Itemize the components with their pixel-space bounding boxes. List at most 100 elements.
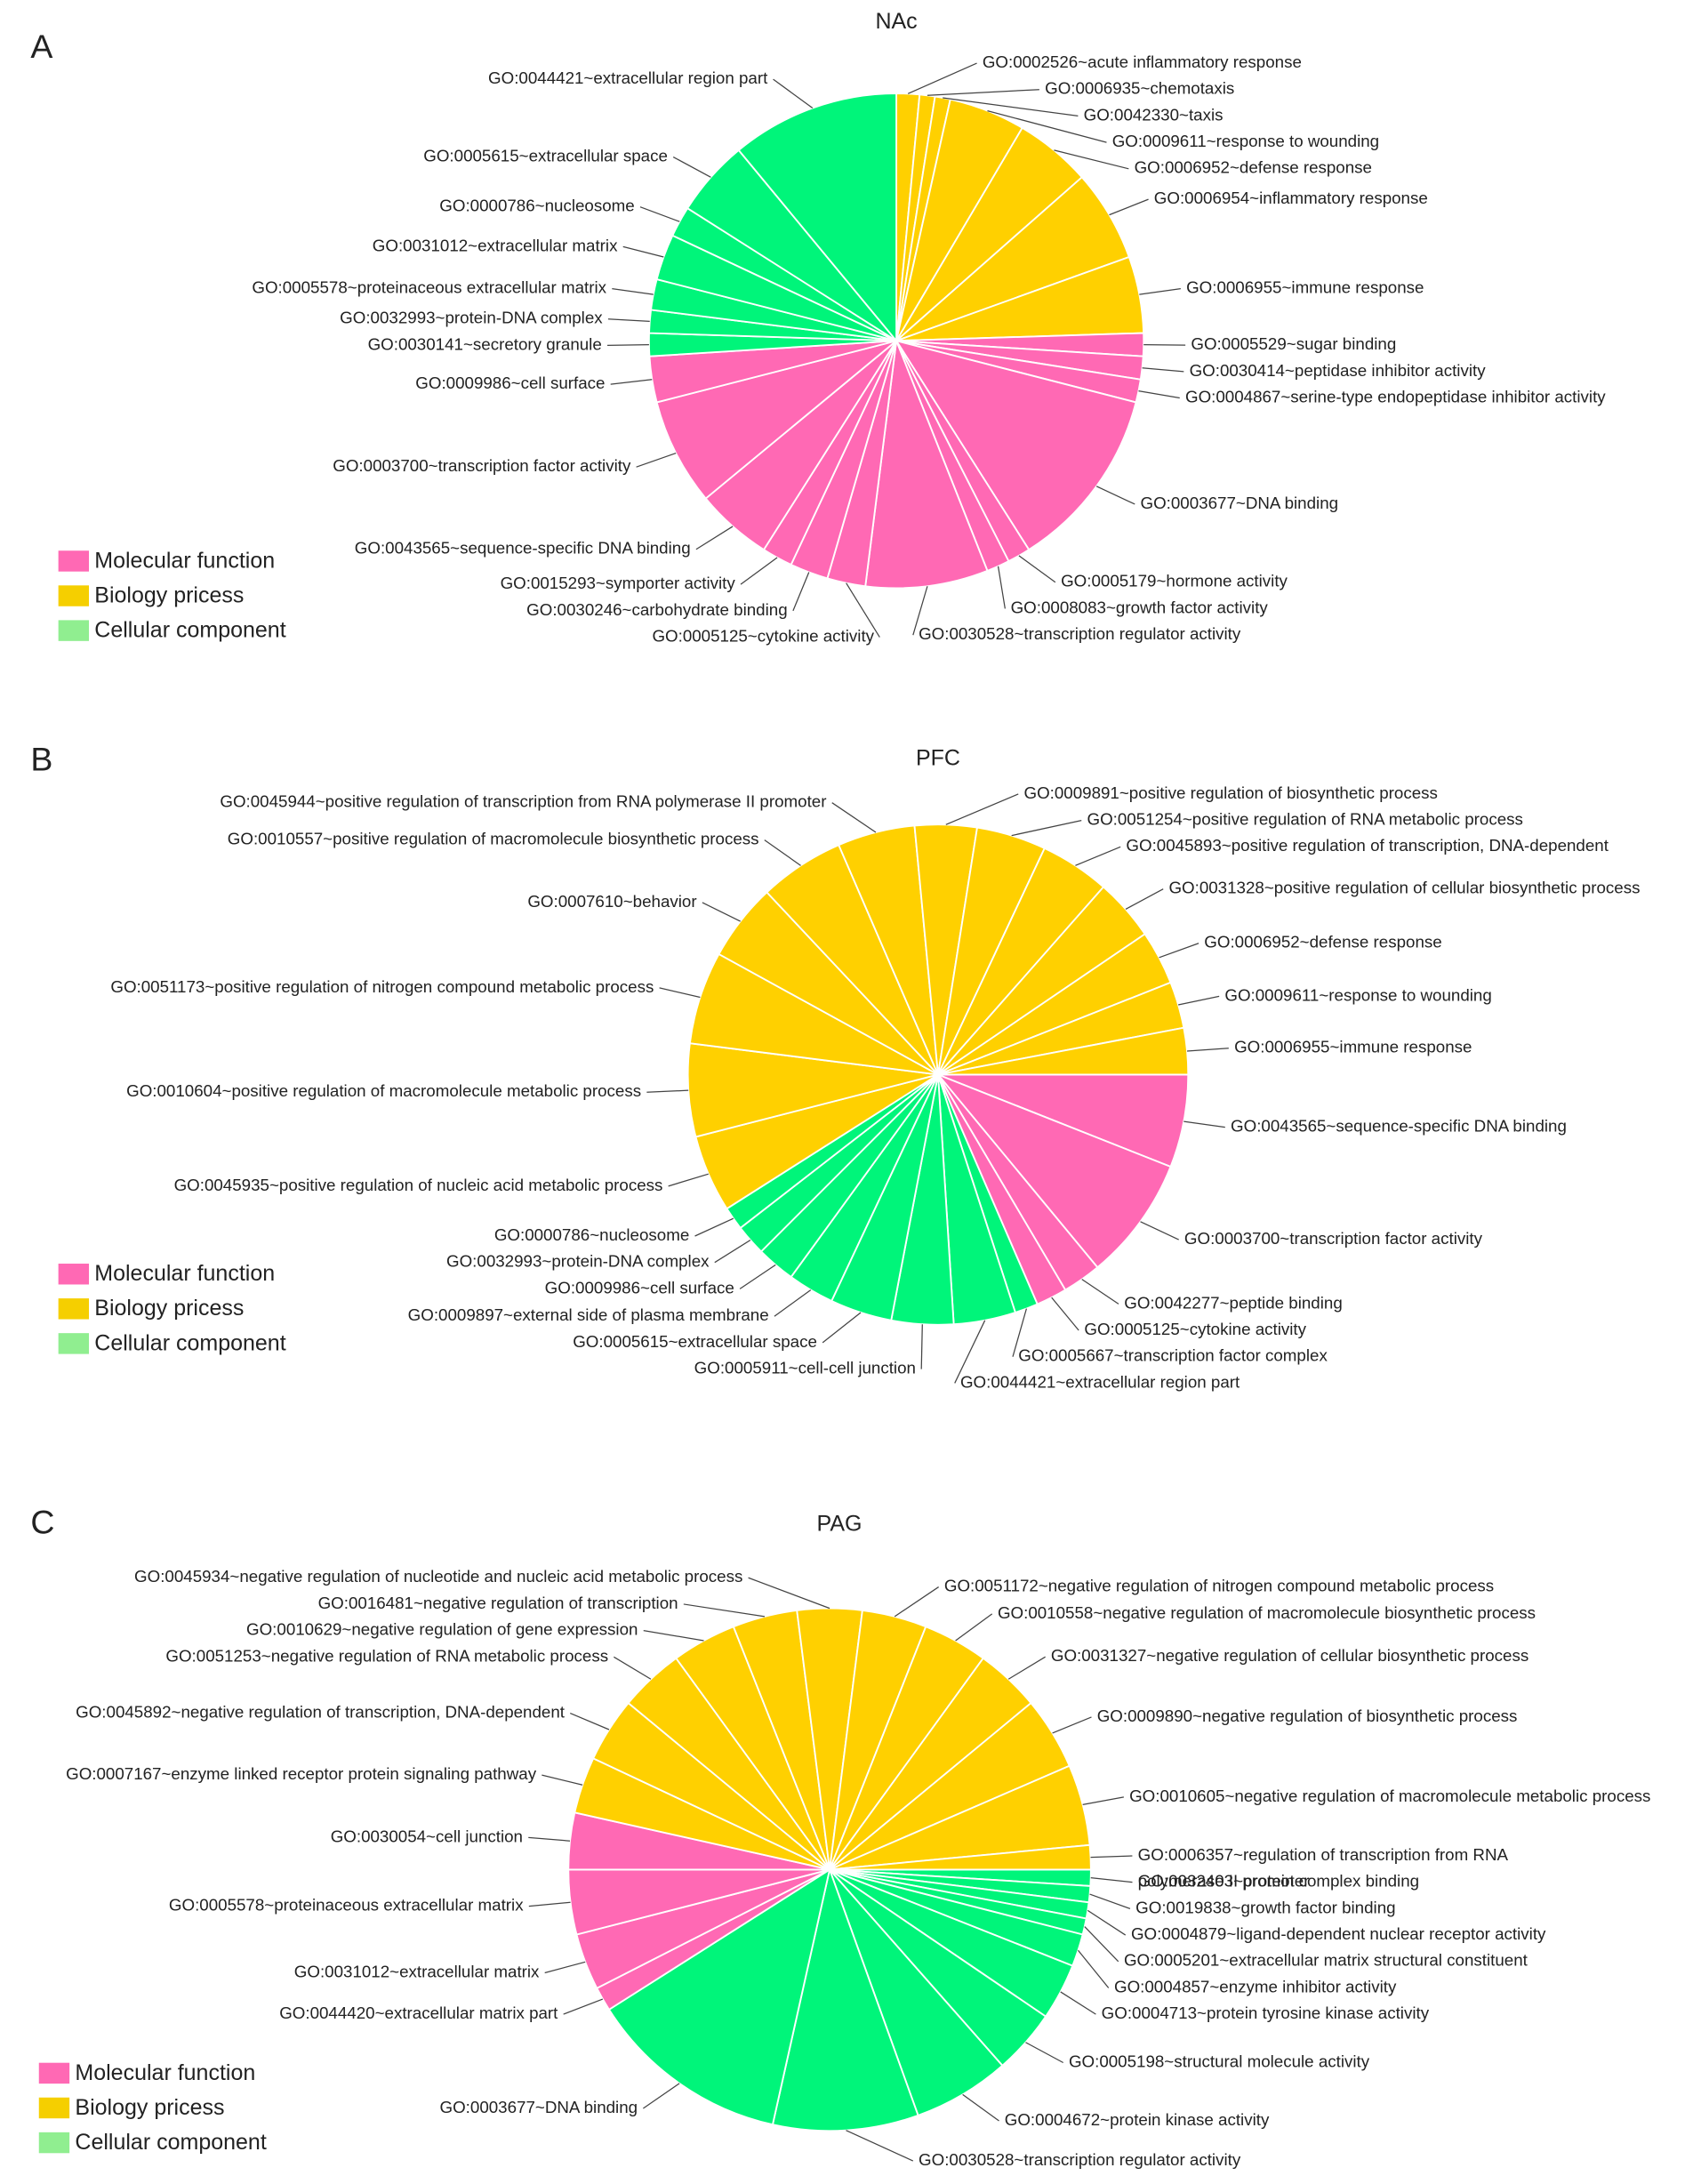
legend-label: Molecular function	[94, 1261, 275, 1286]
leader-line	[1090, 1855, 1133, 1859]
slice-label: GO:0042330~taxis	[1084, 105, 1224, 124]
slice-label: GO:0045934~negative regulation of nucleo…	[134, 1567, 742, 1586]
leader-line	[1025, 2042, 1063, 2064]
leader-line	[569, 1713, 610, 1730]
chart-title: PFC	[916, 745, 960, 770]
slice-label: GO:0051173~positive regulation of nitrog…	[110, 977, 654, 996]
leader-line	[683, 1603, 766, 1618]
slice-label: GO:0005578~proteinaceous extracellular m…	[252, 278, 606, 297]
slice-label: GO:0004713~protein tyrosine kinase activ…	[1102, 2003, 1430, 2022]
legend-swatch	[58, 620, 90, 641]
leader-line	[622, 245, 664, 258]
slice-label: GO:0031328~positive regulation of cellul…	[1168, 879, 1640, 897]
slice-label: GO:0019838~growth factor binding	[1135, 1898, 1395, 1916]
legend-label: Biology pricess	[94, 1296, 244, 1321]
leader-line	[614, 1656, 652, 1680]
slice-label: GO:0004672~protein kinase activity	[1005, 2110, 1270, 2129]
pie-slice	[895, 339, 1137, 551]
leader-line	[668, 1173, 709, 1187]
leader-line	[695, 526, 734, 550]
slice-label: GO:0003677~DNA binding	[440, 2098, 638, 2116]
leader-line	[846, 582, 880, 638]
leader-line	[643, 1630, 704, 1642]
slice-label: GO:0030528~transcription regulator activ…	[919, 2150, 1241, 2169]
slice-label: GO:0009611~response to wounding	[1224, 985, 1491, 1004]
legend-swatch	[58, 585, 90, 606]
leader-line	[945, 793, 1019, 825]
leader-line	[1186, 1048, 1229, 1052]
slice-label: GO:0045935~positive regulation of nuclei…	[174, 1176, 663, 1194]
leader-line	[846, 2130, 914, 2162]
leader-line	[987, 109, 1107, 143]
slice-label: GO:0044421~extracellular region part	[960, 1372, 1240, 1391]
leader-line	[1139, 288, 1181, 295]
slice-label: GO:0000786~nucleosome	[494, 1225, 689, 1244]
leader-line	[672, 156, 711, 178]
slice-label: GO:0009611~response to wounding	[1112, 132, 1379, 150]
slice-label: GO:0045892~negative regulation of transc…	[76, 1703, 566, 1722]
slice-label: GO:0002526~acute inflammatory response	[983, 52, 1302, 71]
slice-label: GO:0009897~external side of plasma membr…	[408, 1305, 769, 1324]
leader-line	[639, 206, 680, 222]
leader-line	[1011, 819, 1082, 837]
slice-label: GO:0005179~hormone activity	[1061, 572, 1288, 590]
legend-swatch	[58, 1298, 90, 1320]
slice-label: GO:0044421~extracellular region part	[488, 68, 768, 87]
slice-label: GO:0005125~cytokine activity	[1084, 1320, 1306, 1338]
leader-line	[1143, 343, 1186, 346]
leader-line	[1052, 1716, 1092, 1734]
slice-label: GO:0032993~protein-DNA complex	[446, 1252, 710, 1271]
slice-label: GO:0030528~transcription regulator activ…	[919, 624, 1241, 643]
legend-swatch	[38, 2097, 70, 2119]
leader-line	[822, 1312, 862, 1344]
leader-line	[962, 2093, 999, 2122]
pie-slice	[937, 1073, 1172, 1269]
leader-line	[1138, 390, 1180, 399]
slice-label: GO:0005615~extracellular space	[423, 146, 668, 165]
leader-line	[927, 89, 1039, 96]
leader-line	[894, 1586, 939, 1618]
legend-swatch	[58, 1264, 90, 1285]
slice-label: GO:0005201~extracellular matrix structur…	[1124, 1951, 1528, 1970]
leader-line	[610, 379, 653, 385]
leader-line	[1183, 1120, 1225, 1128]
leader-line	[1082, 1796, 1124, 1805]
slice-label: GO:0042277~peptide binding	[1124, 1293, 1343, 1312]
slice-label: GO:0005198~structural molecule activity	[1069, 2052, 1370, 2070]
slice-label: GO:0004879~ligand-dependent nuclear rece…	[1131, 1924, 1546, 1943]
slice-label: GO:0043565~sequence-specific DNA binding	[1231, 1117, 1567, 1136]
chart-title: PAG	[817, 1511, 863, 1536]
slice-label: GO:0010605~negative regulation of macrom…	[1129, 1787, 1650, 1805]
leader-line	[659, 987, 701, 999]
leader-line	[1075, 846, 1121, 866]
leader-line	[764, 839, 801, 866]
slice-label: GO:0009891~positive regulation of biosyn…	[1023, 783, 1437, 802]
legend-swatch	[58, 550, 90, 572]
leader-line	[694, 1217, 734, 1237]
leader-line	[739, 1264, 776, 1289]
leader-line	[702, 902, 741, 922]
legend-label: Molecular function	[75, 2060, 255, 2085]
leader-line	[1087, 1909, 1127, 1936]
leader-line	[544, 1961, 586, 1974]
slice-label: GO:0010629~negative regulation of gene e…	[246, 1620, 638, 1639]
leader-line	[1125, 888, 1164, 910]
leader-line	[740, 557, 778, 585]
legend-swatch	[38, 2132, 70, 2154]
slice-label: GO:0005667~transcription factor complex	[1018, 1346, 1328, 1365]
leader-line	[1089, 1893, 1131, 1909]
slice-label: GO:0005529~sugar binding	[1191, 334, 1396, 353]
leader-line	[943, 97, 1079, 117]
leader-line	[542, 1774, 583, 1786]
leader-line	[1081, 1279, 1119, 1305]
slice-label: GO:0043565~sequence-specific DNA binding	[355, 539, 691, 558]
legend-label: Cellular component	[94, 618, 285, 643]
legend-label: Biology pricess	[94, 582, 244, 607]
leader-line	[748, 1577, 830, 1610]
panel-label: A	[30, 28, 52, 65]
leader-line	[1018, 555, 1056, 583]
slice-label: GO:0051254~positive regulation of RNA me…	[1087, 810, 1522, 829]
slice-label: GO:0006952~defense response	[1204, 933, 1441, 951]
slice-label: GO:0044420~extracellular matrix part	[279, 2003, 558, 2022]
